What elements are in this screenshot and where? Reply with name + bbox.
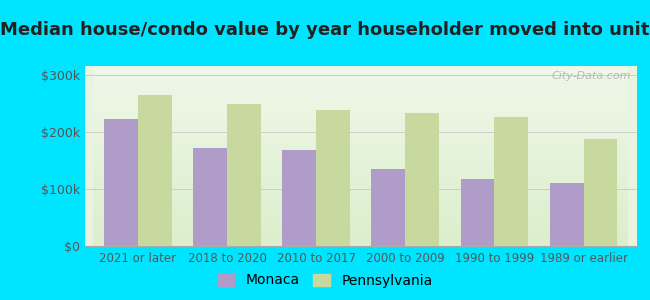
Bar: [371, 169, 406, 246]
Bar: [138, 94, 172, 246]
Bar: [406, 113, 439, 246]
Text: City-Data.com: City-Data.com: [552, 71, 632, 81]
Bar: [584, 139, 618, 246]
Bar: [550, 183, 584, 246]
Bar: [461, 178, 495, 246]
Text: Median house/condo value by year householder moved into unit: Median house/condo value by year househo…: [0, 21, 650, 39]
Bar: [193, 148, 227, 246]
Bar: [104, 119, 138, 246]
Legend: Monaca, Pennsylvania: Monaca, Pennsylvania: [212, 268, 438, 293]
Bar: [316, 110, 350, 246]
Bar: [227, 104, 261, 246]
Bar: [495, 117, 528, 246]
Bar: [282, 150, 316, 246]
